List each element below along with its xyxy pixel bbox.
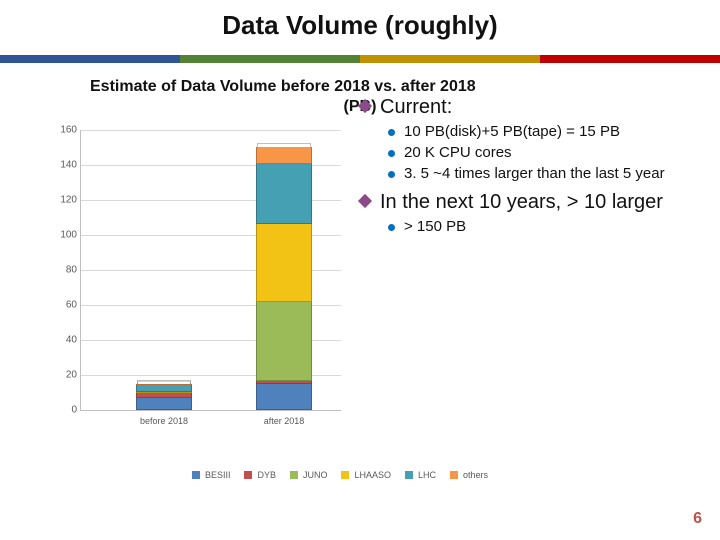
y-tick-label: 0 <box>53 405 77 416</box>
bar-segment <box>136 392 192 393</box>
stripe-seg <box>180 55 360 63</box>
stacked-bar-chart: 020406080100120140160before 2018after 20… <box>50 130 350 450</box>
legend-label: LHAASO <box>354 470 391 480</box>
stripe-seg <box>360 55 540 63</box>
y-tick-label: 60 <box>53 300 77 311</box>
accent-stripe <box>0 55 720 63</box>
bar-segment <box>256 164 312 224</box>
legend-label: JUNO <box>303 470 328 480</box>
bar-segment <box>256 381 312 384</box>
diamond-icon <box>358 194 372 208</box>
legend-swatch <box>244 471 252 479</box>
bullet-head-future: In the next 10 years, > 10 larger <box>360 191 700 214</box>
legend-item: others <box>450 470 488 480</box>
sub-list-current: 10 PB(disk)+5 PB(tape) = 15 PB 20 K CPU … <box>386 123 700 183</box>
legend-swatch <box>450 471 458 479</box>
page-number: 6 <box>693 510 702 528</box>
bullet-head-current-text: Current: <box>380 96 452 119</box>
gridline <box>81 130 341 131</box>
y-tick-label: 160 <box>53 125 77 136</box>
y-tick-label: 100 <box>53 230 77 241</box>
y-tick-label: 120 <box>53 195 77 206</box>
bar-column <box>256 147 312 410</box>
sub-item: > 150 PB <box>386 218 700 236</box>
legend-label: DYB <box>257 470 276 480</box>
stripe-seg <box>0 55 180 63</box>
legend-label: LHC <box>418 470 436 480</box>
x-tick-label: before 2018 <box>114 416 214 426</box>
legend-item: DYB <box>244 470 276 480</box>
sub-item: 3. 5 ~4 times larger than the last 5 yea… <box>386 165 700 183</box>
y-tick-label: 80 <box>53 265 77 276</box>
bar-segment <box>256 147 312 165</box>
y-tick-label: 40 <box>53 335 77 346</box>
bar-segment <box>256 224 312 303</box>
sub-item: 10 PB(disk)+5 PB(tape) = 15 PB <box>386 123 700 141</box>
bar-segment <box>136 385 192 392</box>
bar-segment <box>256 302 312 381</box>
x-tick-label: after 2018 <box>234 416 334 426</box>
bar-segment <box>136 398 192 410</box>
legend-item: JUNO <box>290 470 328 480</box>
diamond-icon <box>358 99 372 113</box>
bullet-head-current: Current: <box>360 96 700 119</box>
legend-swatch <box>341 471 349 479</box>
chart-title: Estimate of Data Volume before 2018 vs. … <box>90 78 476 96</box>
bar-column <box>136 384 192 410</box>
bullet-block: Current: 10 PB(disk)+5 PB(tape) = 15 PB … <box>360 116 700 244</box>
legend-item: LHC <box>405 470 436 480</box>
sub-item: 20 K CPU cores <box>386 144 700 162</box>
legend-swatch <box>290 471 298 479</box>
bullet-head-future-text: In the next 10 years, > 10 larger <box>380 191 663 214</box>
slide-title: Data Volume (roughly) <box>0 10 720 41</box>
legend-swatch <box>405 471 413 479</box>
stripe-seg <box>540 55 720 63</box>
sub-list-future: > 150 PB <box>386 218 700 236</box>
bar-segment <box>256 384 312 410</box>
plot-area: 020406080100120140160before 2018after 20… <box>80 130 341 411</box>
chart-legend: BESIII DYB JUNO LHAASO LHC others <box>120 470 560 480</box>
legend-label: others <box>463 470 488 480</box>
y-tick-label: 140 <box>53 160 77 171</box>
bar-segment <box>136 384 192 385</box>
legend-item: BESIII <box>192 470 231 480</box>
bar-segment <box>136 393 192 397</box>
y-tick-label: 20 <box>53 370 77 381</box>
legend-label: BESIII <box>205 470 231 480</box>
legend-swatch <box>192 471 200 479</box>
legend-item: LHAASO <box>341 470 391 480</box>
